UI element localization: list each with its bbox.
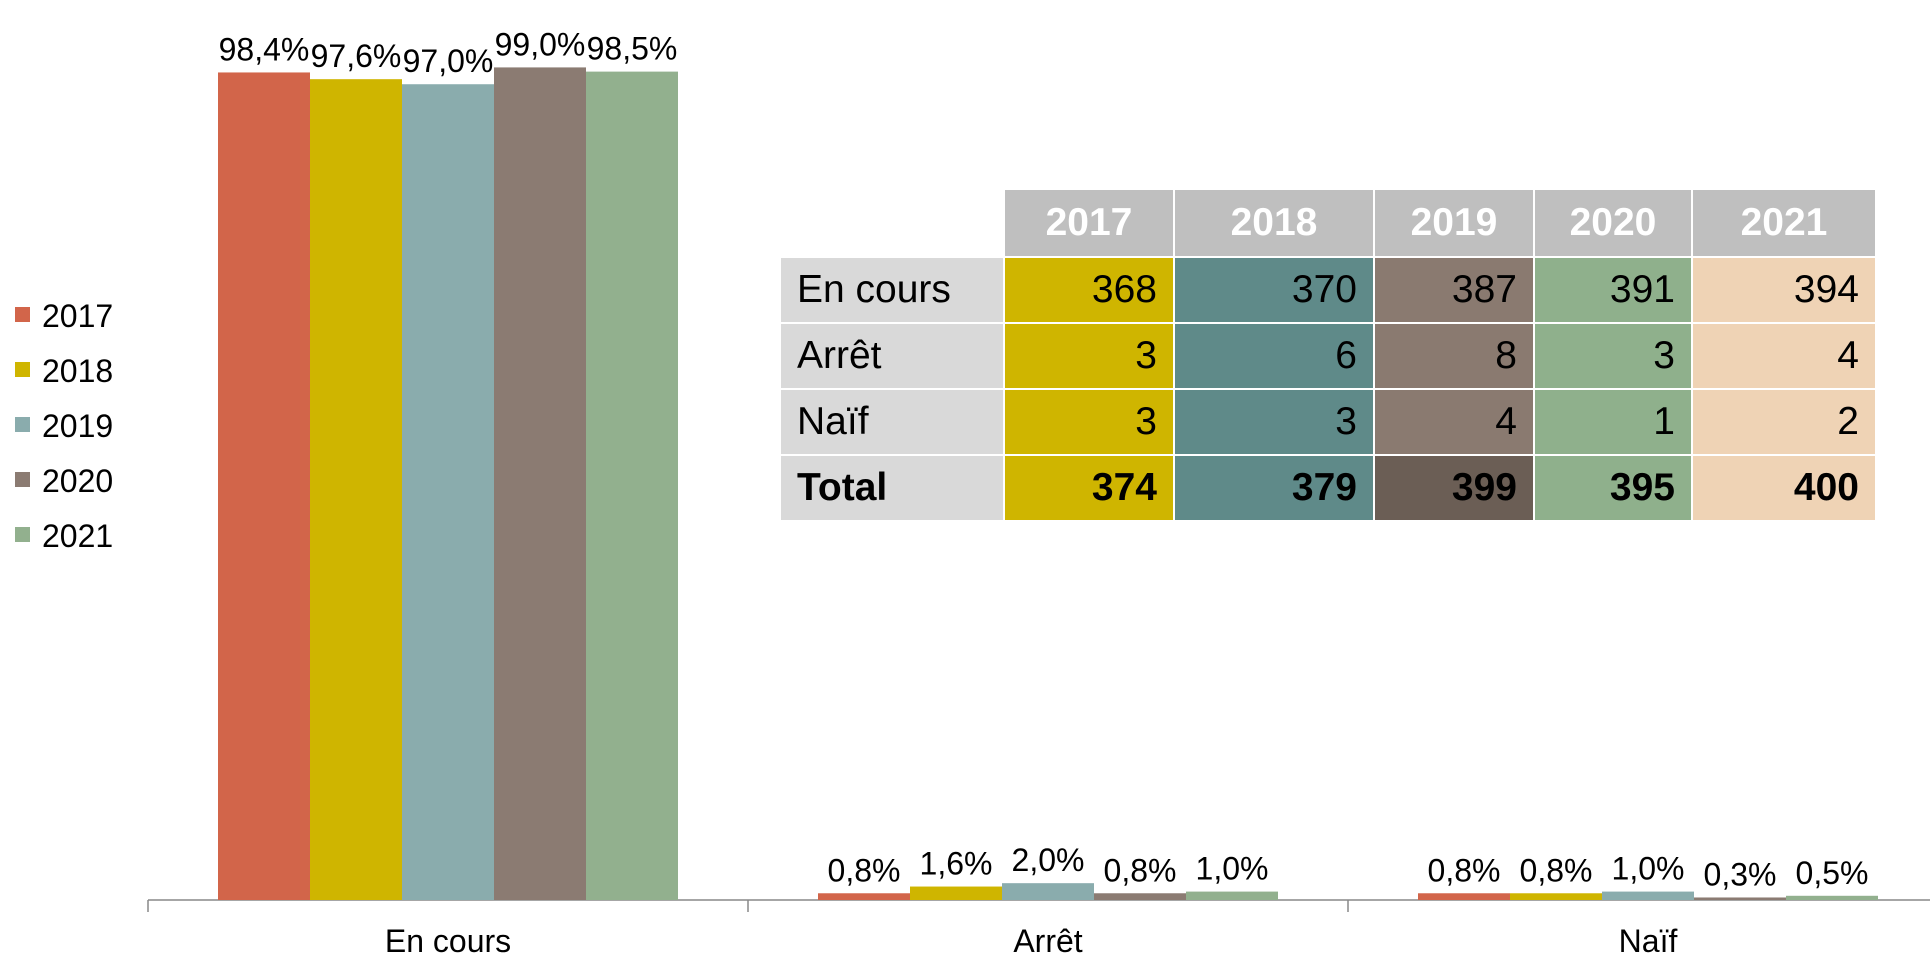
table-row: Total 374 379 399 395 400	[779, 454, 1877, 522]
row-label: En cours	[779, 256, 1005, 324]
bar	[910, 886, 1002, 900]
table-cell: 2	[1691, 388, 1877, 456]
legend-swatch	[15, 527, 30, 542]
value-label: 99,0%	[495, 26, 586, 62]
bar	[1002, 883, 1094, 900]
header-blank	[779, 188, 1005, 258]
bar	[1186, 891, 1278, 900]
legend-label: 2021	[42, 518, 113, 554]
table-cell: 4	[1373, 388, 1535, 456]
bar	[1418, 893, 1510, 900]
value-label: 98,4%	[219, 31, 310, 67]
bar	[218, 72, 310, 901]
value-label: 0,5%	[1796, 855, 1869, 891]
value-label: 1,0%	[1612, 851, 1685, 887]
legend-swatch	[15, 362, 30, 377]
table-cell: 3	[1003, 388, 1175, 456]
value-label: 97,0%	[403, 43, 494, 79]
header-cell: 2021	[1691, 188, 1877, 258]
value-label: 97,6%	[311, 38, 402, 74]
bar	[586, 71, 678, 901]
header-cell: 2020	[1533, 188, 1693, 258]
x-tick-label: Naïf	[1619, 923, 1678, 959]
row-label: Total	[779, 454, 1005, 522]
table-cell: 8	[1373, 322, 1535, 390]
value-label: 98,5%	[587, 31, 678, 67]
legend-swatch	[15, 307, 30, 322]
legend-swatch	[15, 472, 30, 487]
table-cell: 3	[1533, 322, 1693, 390]
table-cell: 400	[1691, 454, 1877, 522]
legend-swatch	[15, 417, 30, 432]
header-cell: 2019	[1373, 188, 1535, 258]
legend-label: 2018	[42, 353, 113, 389]
table-cell: 3	[1003, 322, 1175, 390]
value-label: 1,6%	[920, 846, 993, 882]
x-tick-label: En cours	[385, 923, 511, 959]
row-label: Arrêt	[779, 322, 1005, 390]
table-cell: 374	[1003, 454, 1175, 522]
bar	[818, 893, 910, 900]
value-label: 1,0%	[1196, 851, 1269, 887]
legend-label: 2020	[42, 463, 113, 499]
table-cell: 395	[1533, 454, 1693, 522]
table-row: Arrêt 3 6 8 3 4	[779, 322, 1877, 390]
table-cell: 391	[1533, 256, 1693, 324]
value-label: 0,8%	[828, 852, 901, 888]
x-tick-label: Arrêt	[1013, 923, 1082, 959]
bar	[1602, 891, 1694, 900]
header-cell: 2018	[1173, 188, 1375, 258]
value-label: 0,8%	[1520, 852, 1593, 888]
legend-label: 2019	[42, 408, 113, 444]
table-cell: 1	[1533, 388, 1693, 456]
bar	[310, 79, 402, 900]
table-cell: 370	[1173, 256, 1375, 324]
table-cell: 399	[1373, 454, 1535, 522]
table-cell: 394	[1691, 256, 1877, 324]
table-cell: 368	[1003, 256, 1175, 324]
value-label: 0,8%	[1104, 852, 1177, 888]
header-row: 2017 2018 2019 2020 2021	[779, 188, 1877, 258]
bar	[1786, 895, 1878, 900]
table-row: Naïf 3 3 4 1 2	[779, 388, 1877, 456]
data-table: 2017 2018 2019 2020 2021 En cours 368 370 387 391…	[779, 188, 1877, 522]
bar	[494, 67, 586, 900]
table-cell: 387	[1373, 256, 1535, 324]
value-label: 2,0%	[1012, 842, 1085, 878]
table-cell: 3	[1173, 388, 1375, 456]
bar	[402, 84, 494, 901]
bar	[1694, 897, 1786, 900]
bar	[1094, 893, 1186, 900]
value-label: 0,3%	[1704, 856, 1777, 892]
value-label: 0,8%	[1428, 852, 1501, 888]
table-cell: 4	[1691, 322, 1877, 390]
row-label: Naïf	[779, 388, 1005, 456]
header-cell: 2017	[1003, 188, 1175, 258]
table-cell: 379	[1173, 454, 1375, 522]
bar	[1510, 893, 1602, 900]
table-row: En cours 368 370 387 391 394	[779, 256, 1877, 324]
table-cell: 6	[1173, 322, 1375, 390]
legend-label: 2017	[42, 298, 113, 334]
